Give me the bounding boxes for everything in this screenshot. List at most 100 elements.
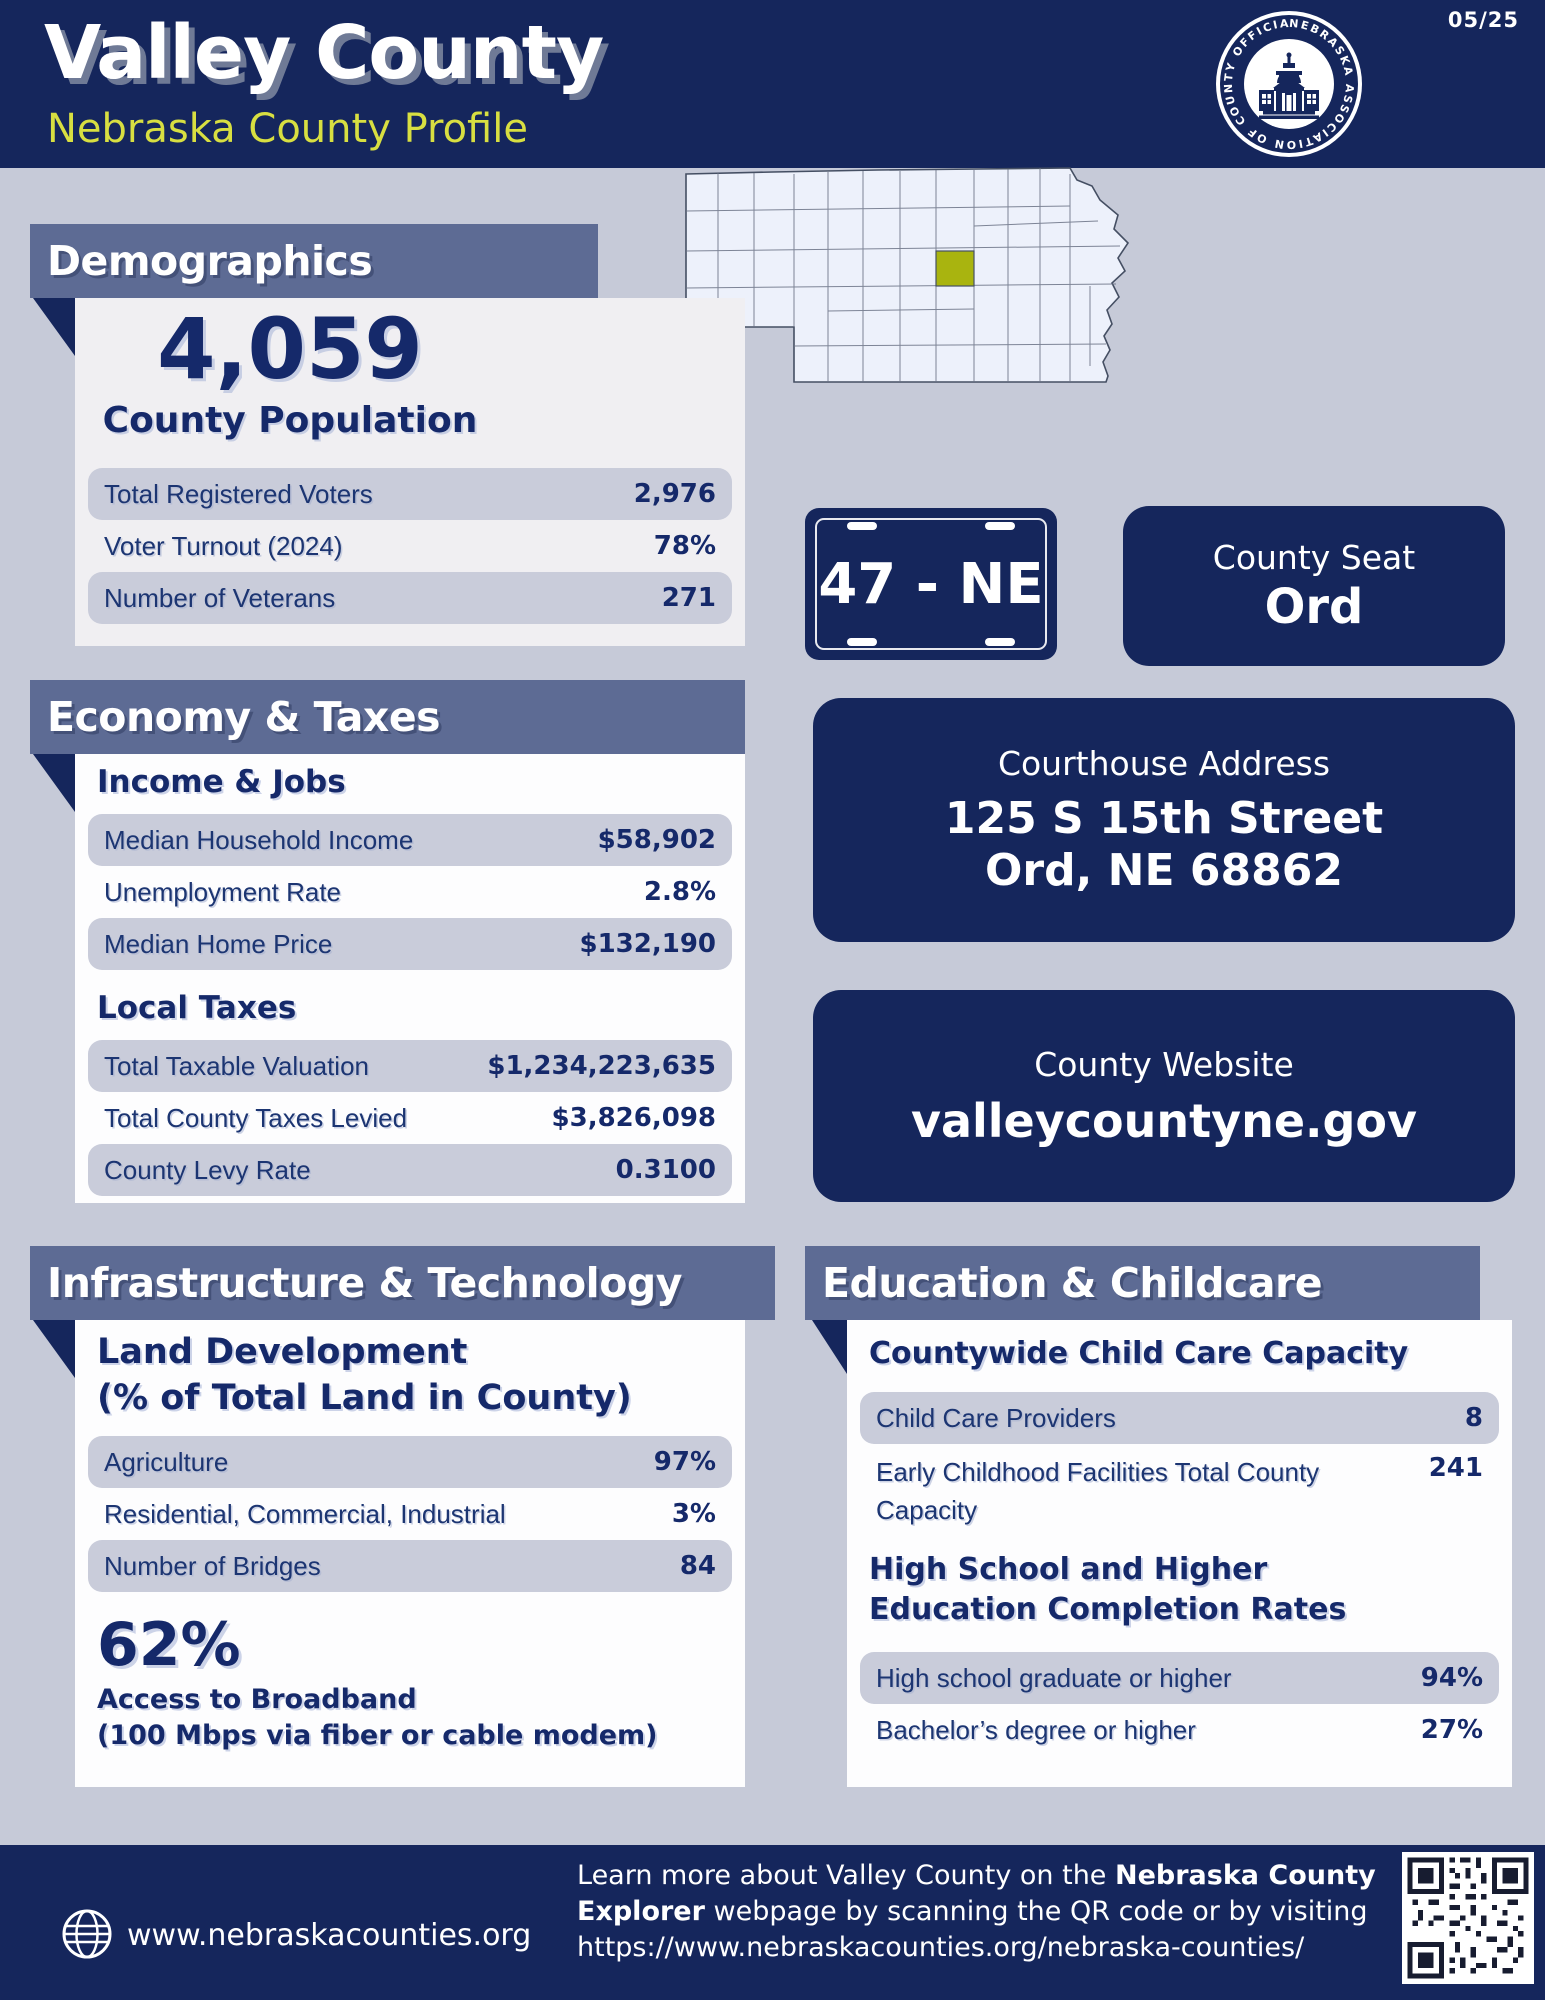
footer-website-link[interactable]: www.nebraskacounties.org <box>127 1918 532 1953</box>
qr-code[interactable] <box>1402 1852 1534 1984</box>
page-subtitle: Nebraska County Profile <box>47 106 528 152</box>
stat-value: 2,976 <box>633 479 716 509</box>
stat-label: County Levy Rate <box>104 1154 311 1185</box>
courthouse-address-box: Courthouse Address 125 S 15th Street Ord… <box>813 698 1515 942</box>
corner-fold <box>33 754 75 812</box>
childcare-capacity-heading: Countywide Child Care Capacity <box>869 1336 1409 1371</box>
stat-label: Early Childhood Facilities Total County … <box>876 1457 1320 1525</box>
section-bar-demographics: Demographics <box>30 224 598 298</box>
highlighted-county-valley <box>935 250 975 287</box>
demographics-card: 4,059 County Population Total Registered… <box>75 298 745 646</box>
section-title-infrastructure: Infrastructure & Technology <box>47 1259 682 1307</box>
broadband-access-detail: (100 Mbps via fiber or cable modem) <box>97 1720 658 1751</box>
footer-text-seg2: webpage by scanning the QR code or by vi… <box>704 1896 1368 1927</box>
stat-row: Agriculture 97% <box>88 1436 732 1488</box>
section-bar-economy: Economy & Taxes <box>30 680 745 754</box>
stat-label: Bachelor’s degree or higher <box>876 1714 1196 1745</box>
county-website-url[interactable]: valleycountyne.gov <box>910 1093 1418 1148</box>
stat-value: 78% <box>653 531 716 561</box>
stat-row: Median Home Price $132,190 <box>88 918 732 970</box>
stat-value: 84 <box>679 1551 716 1581</box>
education-card: Countywide Child Care Capacity Child Car… <box>847 1320 1512 1787</box>
economy-card: Income & Jobs Median Household Income $5… <box>75 754 745 1203</box>
header-banner: Valley County Nebraska County Profile 05… <box>0 0 1545 168</box>
county-seat-label: County Seat <box>1212 537 1416 577</box>
stat-value: $1,234,223,635 <box>487 1051 716 1081</box>
qr-pattern <box>1402 1852 1534 1984</box>
stat-row: County Levy Rate 0.3100 <box>88 1144 732 1196</box>
plate-screw-slot <box>847 522 877 530</box>
footer-explorer-text: Learn more about Valley County on the Ne… <box>577 1858 1397 1966</box>
completion-rates-heading-line1: High School and Higher <box>869 1552 1268 1587</box>
stat-row: Median Household Income $58,902 <box>88 814 732 866</box>
stat-value: 8 <box>1464 1403 1483 1433</box>
stat-row: Total County Taxes Levied $3,826,098 <box>88 1092 732 1144</box>
infrastructure-card: Land Development (% of Total Land in Cou… <box>75 1320 745 1787</box>
county-website-label: County Website <box>1034 1044 1294 1084</box>
county-population-value: 4,059 <box>157 300 423 398</box>
county-seat-box: County Seat Ord <box>1123 506 1505 666</box>
footer-url-link[interactable]: https://www.nebraskacounties.org/nebrask… <box>577 1932 1305 1963</box>
nebraska-county-map <box>685 167 1130 383</box>
stat-label: Unemployment Rate <box>104 876 341 907</box>
courthouse-address-line1: 125 S 15th Street <box>944 792 1384 844</box>
footer-text-bold2: Explorer <box>577 1896 705 1927</box>
county-plate-number: 47 - NE <box>818 551 1044 617</box>
stat-value: 0.3100 <box>615 1155 716 1185</box>
stat-row: Early Childhood Facilities Total County … <box>860 1444 1499 1538</box>
stat-label: Total Registered Voters <box>104 478 373 509</box>
stat-value: 2.8% <box>643 877 716 907</box>
globe-icon <box>62 1909 112 1959</box>
stat-label: Child Care Providers <box>876 1402 1116 1433</box>
stat-label: Residential, Commercial, Industrial <box>104 1498 506 1529</box>
footer-text-bold1: Nebraska County <box>1115 1860 1376 1891</box>
stat-value: 27% <box>1420 1715 1483 1745</box>
corner-fold <box>33 298 75 356</box>
plate-screw-slot <box>847 638 877 646</box>
section-title-demographics: Demographics <box>47 237 373 285</box>
stat-value: 94% <box>1420 1663 1483 1693</box>
section-bar-education: Education & Childcare <box>805 1246 1480 1320</box>
plate-screw-slot <box>985 522 1015 530</box>
completion-rates-heading-line2: Education Completion Rates <box>869 1592 1347 1627</box>
stat-row: Unemployment Rate 2.8% <box>88 866 732 918</box>
license-plate: 47 - NE <box>805 508 1057 660</box>
land-development-heading-line2: (% of Total Land in County) <box>97 1378 632 1418</box>
plate-screw-slot <box>985 638 1015 646</box>
courthouse-icon <box>1259 52 1319 119</box>
income-jobs-heading: Income & Jobs <box>97 764 346 800</box>
stat-label: Median Household Income <box>104 824 414 855</box>
broadband-access-value: 62% <box>97 1610 241 1680</box>
footer-banner <box>0 1845 1545 2000</box>
stat-value: 97% <box>653 1447 716 1477</box>
local-taxes-heading: Local Taxes <box>97 990 297 1026</box>
stat-row: Voter Turnout (2024) 78% <box>88 520 732 572</box>
stat-label: Agriculture <box>104 1446 229 1477</box>
stat-row: High school graduate or higher 94% <box>860 1652 1499 1704</box>
footer-text-seg1: Learn more about Valley County on the <box>577 1860 1115 1891</box>
stat-label: Total Taxable Valuation <box>104 1050 370 1081</box>
stat-label: Voter Turnout (2024) <box>104 530 343 561</box>
section-title-economy: Economy & Taxes <box>47 693 441 741</box>
stat-value: $3,826,098 <box>551 1103 716 1133</box>
section-bar-infrastructure: Infrastructure & Technology <box>30 1246 775 1320</box>
section-title-education: Education & Childcare <box>822 1259 1323 1307</box>
stat-row: Total Registered Voters 2,976 <box>88 468 732 520</box>
stat-label: Median Home Price <box>104 928 333 959</box>
stat-value: $58,902 <box>597 825 716 855</box>
courthouse-address-line2: Ord, NE 68862 <box>985 844 1343 896</box>
state-outline <box>685 167 1130 383</box>
stat-value: 3% <box>671 1499 716 1529</box>
stat-label: Number of Veterans <box>104 582 336 613</box>
stat-row: Child Care Providers 8 <box>860 1392 1499 1444</box>
stat-value: $132,190 <box>579 929 716 959</box>
stat-row: Total Taxable Valuation $1,234,223,635 <box>88 1040 732 1092</box>
corner-fold <box>812 1320 847 1374</box>
stat-row: Bachelor’s degree or higher 27% <box>860 1704 1499 1756</box>
stat-row: Number of Bridges 84 <box>88 1540 732 1592</box>
profile-date: 05/25 <box>1447 8 1519 32</box>
license-plate-border <box>815 518 1047 650</box>
stat-row: Number of Veterans 271 <box>88 572 732 624</box>
naco-seal-icon: NEBRASKA ASSOCIATION OF COUNTY OFFICIALS <box>1213 8 1362 157</box>
